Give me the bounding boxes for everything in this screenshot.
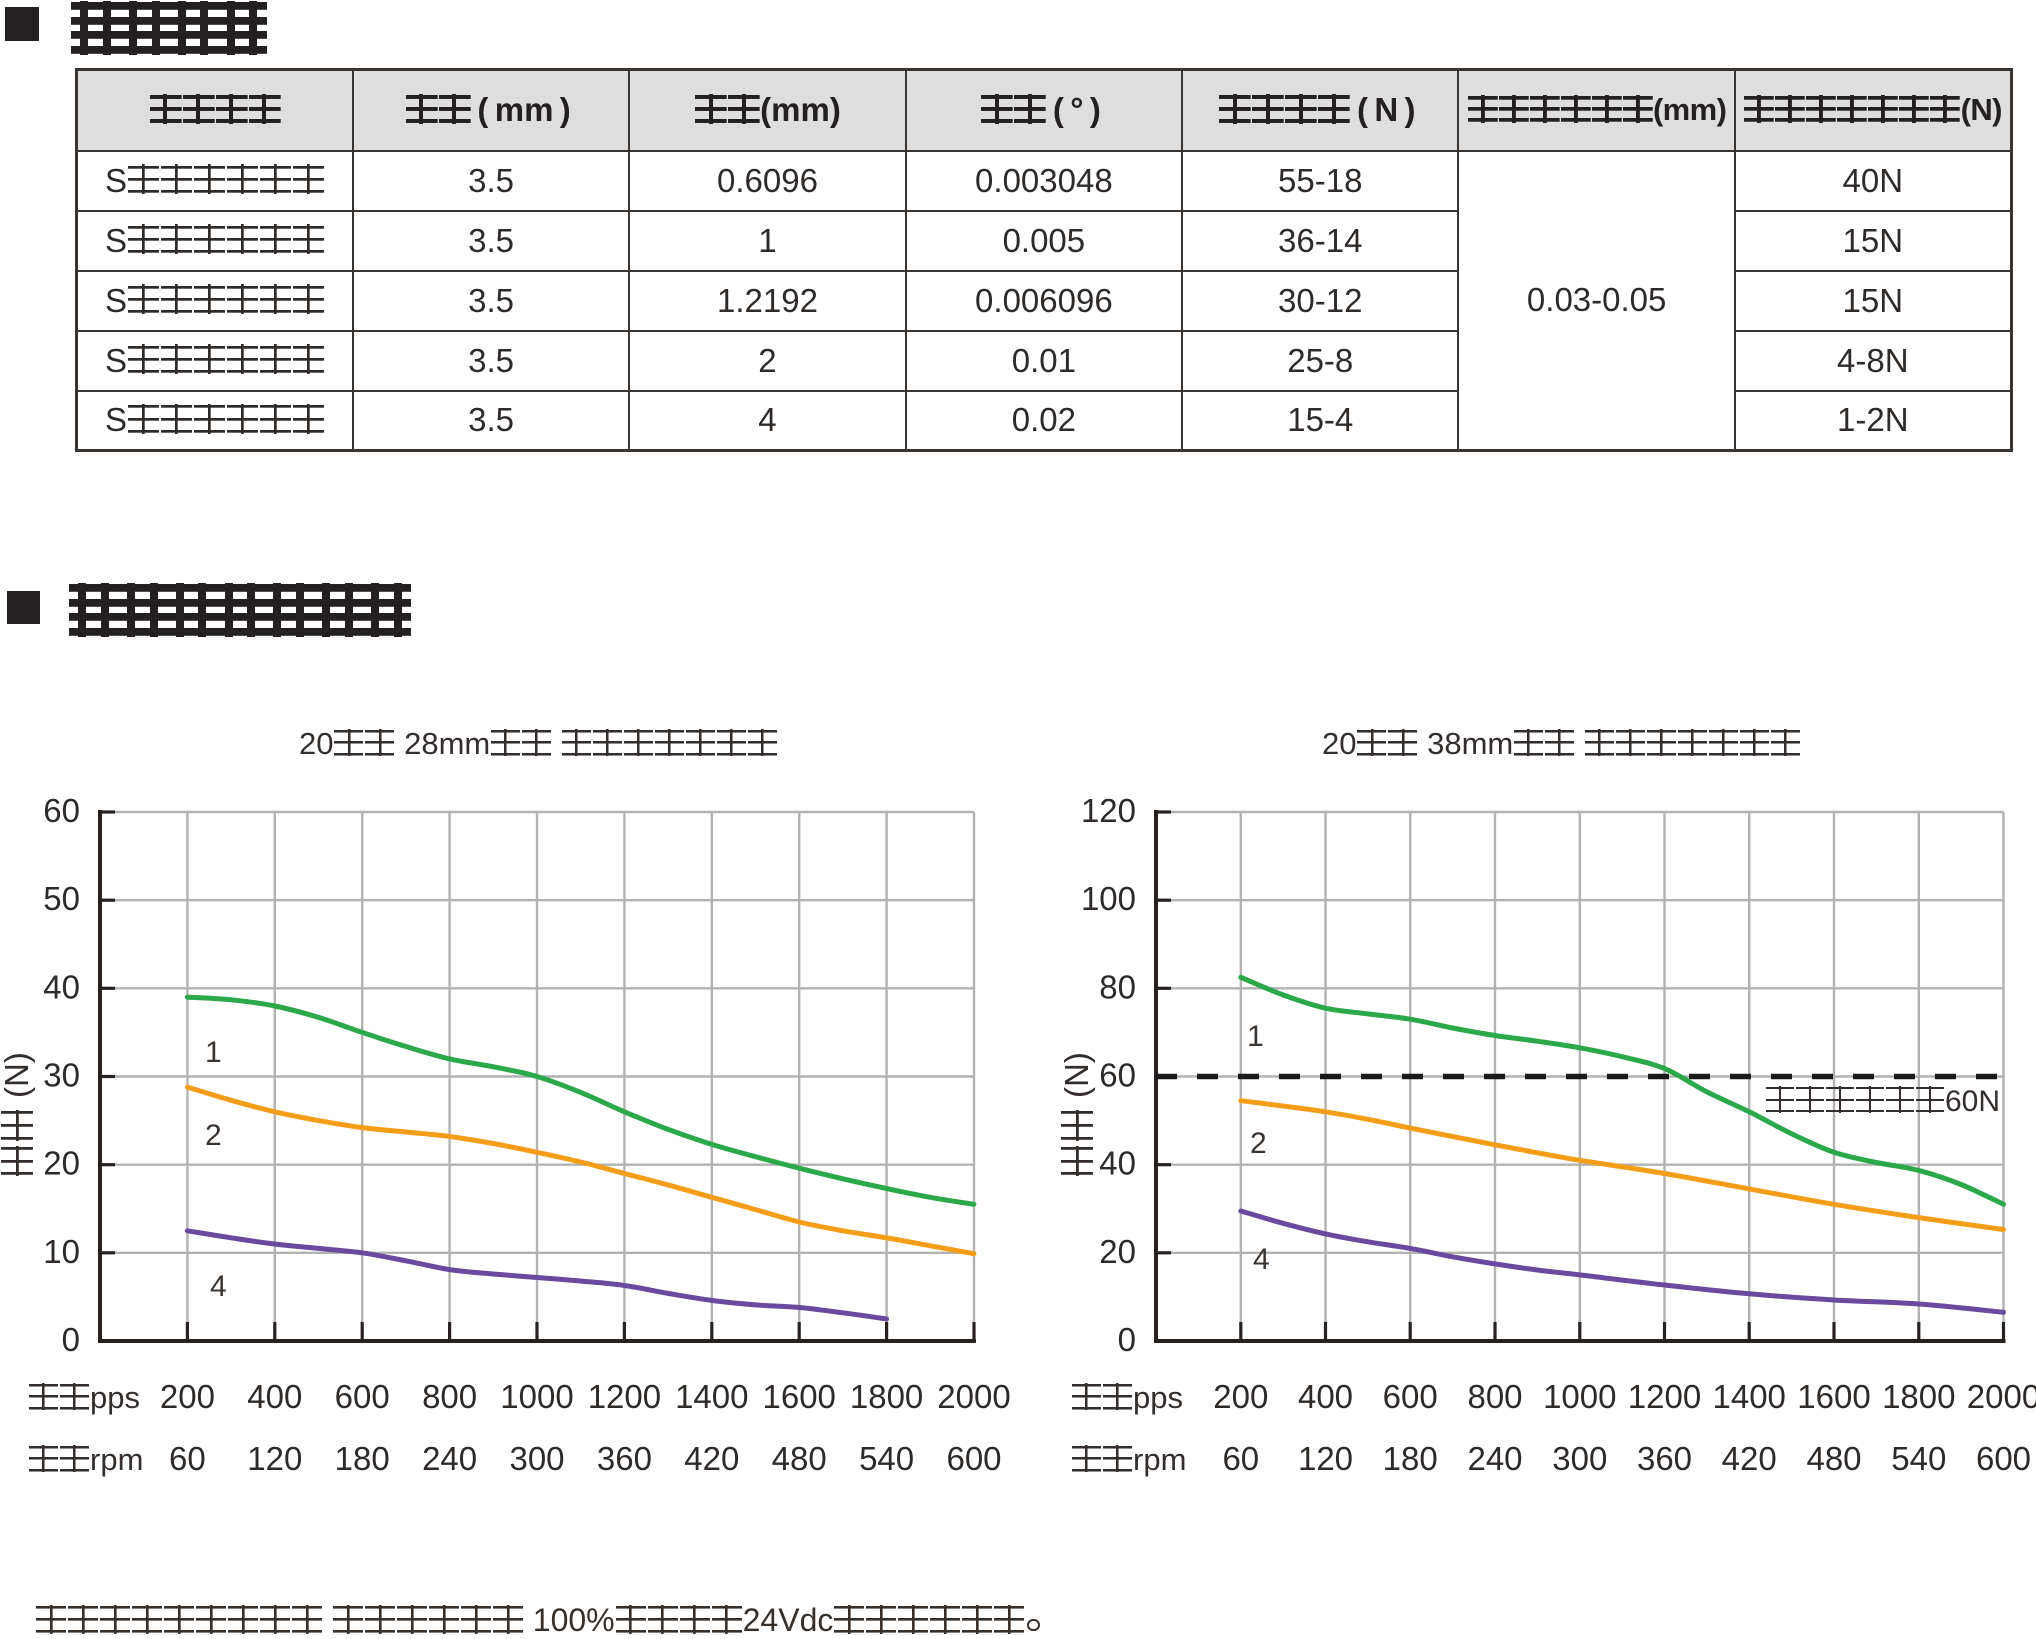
svg-text:1600: 1600 (1797, 1378, 1870, 1415)
svg-text:120: 120 (1081, 792, 1136, 829)
svg-text:2000: 2000 (1967, 1378, 2036, 1415)
svg-text:10: 10 (43, 1233, 80, 1270)
svg-text:60: 60 (1099, 1057, 1136, 1094)
svg-text:40: 40 (1099, 1145, 1136, 1182)
svg-text:480: 480 (772, 1440, 827, 1477)
svg-text:540: 540 (859, 1440, 914, 1477)
svg-text:600: 600 (1976, 1440, 2031, 1477)
svg-text:420: 420 (1722, 1440, 1777, 1477)
svg-text:1000: 1000 (500, 1378, 573, 1415)
svg-text:40: 40 (43, 968, 80, 1005)
svg-text:4: 4 (210, 1270, 227, 1303)
svg-text:2: 2 (205, 1119, 222, 1152)
svg-text:1800: 1800 (1882, 1378, 1955, 1415)
svg-text:0: 0 (62, 1321, 80, 1358)
svg-text:180: 180 (1383, 1440, 1438, 1477)
svg-text:2: 2 (1250, 1127, 1267, 1160)
svg-text:1800: 1800 (850, 1378, 923, 1415)
svg-text:2000: 2000 (937, 1378, 1010, 1415)
svg-text:480: 480 (1806, 1440, 1861, 1477)
svg-text:400: 400 (247, 1378, 302, 1415)
svg-text:300: 300 (509, 1440, 564, 1477)
svg-text:300: 300 (1552, 1440, 1607, 1477)
svg-text:200: 200 (1213, 1378, 1268, 1415)
svg-text:360: 360 (1637, 1440, 1692, 1477)
svg-text:1: 1 (205, 1036, 222, 1069)
svg-text:60: 60 (169, 1440, 206, 1477)
svg-text:600: 600 (335, 1378, 390, 1415)
svg-text:60: 60 (1222, 1440, 1259, 1477)
svg-text:180: 180 (335, 1440, 390, 1477)
svg-text:240: 240 (1467, 1440, 1522, 1477)
svg-text:360: 360 (597, 1440, 652, 1477)
svg-text:1200: 1200 (1628, 1378, 1701, 1415)
svg-text:600: 600 (1383, 1378, 1438, 1415)
svg-text:120: 120 (247, 1440, 302, 1477)
svg-text:4: 4 (1253, 1243, 1270, 1276)
svg-text:60: 60 (43, 792, 80, 829)
svg-text:1: 1 (1247, 1020, 1264, 1053)
svg-text:240: 240 (422, 1440, 477, 1477)
svg-text:1400: 1400 (675, 1378, 748, 1415)
svg-text:50: 50 (43, 880, 80, 917)
svg-text:1400: 1400 (1712, 1378, 1785, 1415)
svg-text:1000: 1000 (1543, 1378, 1616, 1415)
svg-text:30: 30 (43, 1057, 80, 1094)
svg-text:20: 20 (43, 1145, 80, 1182)
svg-text:80: 80 (1099, 968, 1136, 1005)
svg-text:540: 540 (1891, 1440, 1946, 1477)
svg-text:600: 600 (946, 1440, 1001, 1477)
svg-text:420: 420 (684, 1440, 739, 1477)
svg-text:1200: 1200 (588, 1378, 661, 1415)
svg-text:400: 400 (1298, 1378, 1353, 1415)
svg-text:200: 200 (160, 1378, 215, 1415)
svg-text:800: 800 (1467, 1378, 1522, 1415)
svg-text:800: 800 (422, 1378, 477, 1415)
svg-text:1600: 1600 (762, 1378, 835, 1415)
svg-text:100: 100 (1081, 880, 1136, 917)
svg-text:0: 0 (1118, 1321, 1136, 1358)
svg-text:120: 120 (1298, 1440, 1353, 1477)
svg-text:20: 20 (1099, 1233, 1136, 1270)
